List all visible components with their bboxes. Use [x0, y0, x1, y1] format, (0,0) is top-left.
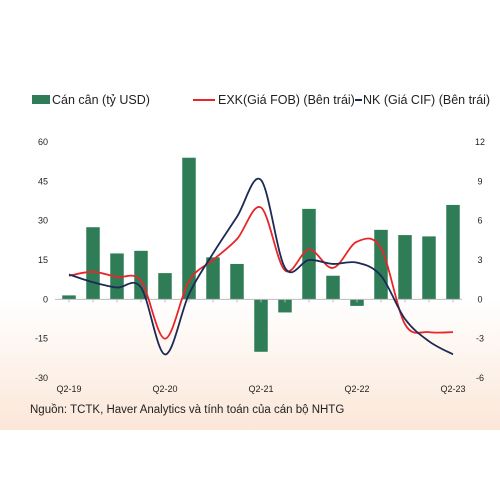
line-series: [68, 177, 454, 356]
bar-Q2-19: [62, 295, 76, 300]
x-axis-tick-label: Q2-19: [56, 384, 81, 394]
bar-Q3-21: [278, 299, 292, 313]
left-axis-tick-label: -30: [35, 373, 48, 383]
right-axis-tick-label: -3: [476, 334, 484, 344]
bar-Q1-21: [230, 263, 244, 300]
chart-svg: Cán cân (tỷ USD) EXK(Giá FOB) (Bên trái) N…: [32, 93, 490, 394]
bar-series: [62, 157, 460, 352]
bar-Q3-22: [374, 229, 388, 300]
right-axis-ticks: -6 -3 0 3 6 9 12: [475, 137, 485, 383]
bar-Q2-23: [446, 204, 460, 300]
bar-Q3-20: [182, 157, 196, 300]
bar-Q3-19: [86, 227, 100, 300]
left-axis-tick-label: 0: [43, 294, 48, 304]
left-axis-tick-label: 60: [38, 137, 48, 147]
x-axis-tick-label: Q2-20: [152, 384, 177, 394]
right-axis-tick-label: 0: [477, 294, 482, 304]
right-axis-tick-label: 6: [477, 216, 482, 226]
legend: Cán cân (tỷ USD) EXK(Giá FOB) (Bên trái) N…: [32, 93, 490, 107]
bar-Q4-21: [302, 208, 316, 300]
bar-Q2-22: [350, 299, 364, 306]
right-axis-tick-label: 12: [475, 137, 485, 147]
x-axis-ticks: Q2-19 Q2-20 Q2-21 Q2-22 Q2-23: [56, 299, 466, 394]
bar-Q2-21: [254, 299, 268, 352]
legend-label: EXK(Giá FOB) (Bên trái): [218, 93, 355, 107]
right-axis-tick-label: 3: [477, 255, 482, 265]
right-axis-tick-label: 9: [477, 176, 482, 186]
x-axis-tick-label: Q2-21: [248, 384, 273, 394]
left-axis-tick-label: 45: [38, 176, 48, 186]
left-axis-tick-label: 30: [38, 216, 48, 226]
x-axis-tick-label: Q2-22: [344, 384, 369, 394]
legend-swatch-balance: [32, 95, 50, 104]
bar-Q4-22: [398, 235, 412, 300]
right-axis-tick-label: -6: [476, 373, 484, 383]
bar-Q4-20: [206, 257, 220, 300]
chart-figure: Cán cân (tỷ USD) EXK(Giá FOB) (Bên trái) N…: [0, 0, 500, 430]
left-axis-tick-label: -15: [35, 334, 48, 344]
imports-cif-line: [68, 177, 454, 356]
left-axis-ticks: -30 -15 0 15 30 45 60: [35, 137, 48, 383]
legend-label: NK (Giá CIF) (Bên trái): [363, 93, 490, 107]
source-note: Nguồn: TCTK, Haver Analytics và tính toá…: [30, 404, 345, 416]
legend-label: Cán cân (tỷ USD): [52, 93, 150, 107]
exports-fob-line: [68, 206, 454, 340]
left-axis-tick-label: 15: [38, 255, 48, 265]
bar-Q1-22: [326, 275, 340, 300]
bar-Q1-23: [422, 236, 436, 300]
bar-Q2-20: [158, 273, 172, 300]
x-axis-tick-label: Q2-23: [440, 384, 465, 394]
